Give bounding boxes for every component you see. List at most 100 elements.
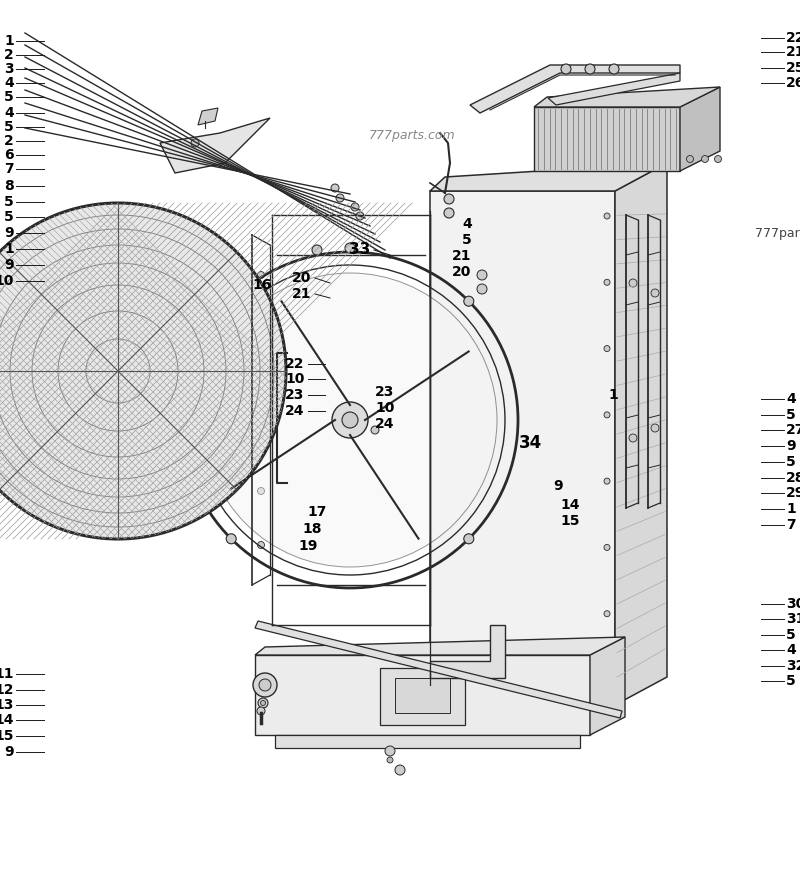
Text: 25: 25	[786, 61, 800, 75]
Text: 12: 12	[0, 683, 14, 697]
Text: 24: 24	[286, 404, 305, 418]
Text: 10: 10	[0, 274, 14, 288]
Text: 17: 17	[307, 505, 326, 519]
Polygon shape	[380, 668, 465, 725]
Circle shape	[345, 243, 355, 253]
Text: 19: 19	[298, 539, 318, 553]
Text: 1: 1	[4, 34, 14, 48]
Circle shape	[258, 541, 265, 548]
Circle shape	[686, 155, 694, 162]
Polygon shape	[590, 637, 625, 735]
Text: 4: 4	[462, 217, 472, 231]
Text: 777parts: 777parts	[755, 226, 800, 239]
Circle shape	[702, 155, 709, 162]
Text: 34: 34	[518, 434, 542, 452]
Text: 6: 6	[4, 148, 14, 162]
Text: 14: 14	[0, 713, 14, 727]
Circle shape	[336, 194, 344, 202]
Text: 20: 20	[452, 265, 472, 279]
Text: 5: 5	[4, 120, 14, 134]
Circle shape	[604, 279, 610, 285]
Text: 7: 7	[4, 162, 14, 176]
Circle shape	[387, 757, 393, 763]
Text: 32: 32	[786, 659, 800, 673]
Circle shape	[604, 611, 610, 616]
Polygon shape	[534, 107, 680, 171]
Text: 23: 23	[286, 388, 305, 402]
Text: 10: 10	[375, 401, 394, 415]
Text: 2: 2	[4, 48, 14, 62]
Circle shape	[342, 412, 358, 428]
Polygon shape	[255, 621, 622, 718]
Circle shape	[561, 64, 571, 74]
Text: 5: 5	[4, 210, 14, 224]
Text: 15: 15	[0, 729, 14, 743]
Circle shape	[714, 155, 722, 162]
Circle shape	[351, 203, 359, 211]
Circle shape	[0, 203, 286, 539]
Text: 9: 9	[4, 745, 14, 759]
Text: 4: 4	[786, 392, 796, 406]
Circle shape	[604, 213, 610, 219]
Text: 3: 3	[4, 62, 14, 76]
Circle shape	[258, 272, 265, 278]
Polygon shape	[548, 73, 680, 105]
Text: 24: 24	[375, 417, 394, 431]
Text: 33: 33	[350, 243, 370, 258]
Polygon shape	[160, 118, 270, 173]
Circle shape	[203, 273, 497, 567]
Circle shape	[604, 545, 610, 551]
Text: 1: 1	[786, 502, 796, 516]
Circle shape	[629, 279, 637, 287]
Polygon shape	[680, 87, 720, 171]
Text: 4: 4	[4, 106, 14, 120]
Text: 11: 11	[0, 667, 14, 681]
Circle shape	[332, 402, 368, 438]
Polygon shape	[255, 655, 590, 735]
Text: 21: 21	[292, 287, 312, 301]
Text: 22: 22	[286, 357, 305, 371]
Circle shape	[464, 533, 474, 544]
Text: 5: 5	[786, 455, 796, 469]
Circle shape	[604, 677, 610, 683]
Text: 5: 5	[786, 408, 796, 422]
Circle shape	[609, 64, 619, 74]
Circle shape	[604, 346, 610, 352]
Circle shape	[371, 426, 379, 434]
Text: 4: 4	[4, 76, 14, 90]
Circle shape	[258, 487, 265, 494]
Circle shape	[385, 746, 395, 756]
Circle shape	[651, 424, 659, 432]
Text: 14: 14	[560, 498, 580, 512]
Polygon shape	[255, 637, 625, 655]
Circle shape	[312, 245, 322, 255]
Circle shape	[477, 270, 487, 280]
Circle shape	[444, 208, 454, 218]
Text: 9: 9	[786, 439, 796, 453]
Circle shape	[226, 533, 236, 544]
Text: 5: 5	[786, 628, 796, 642]
Polygon shape	[430, 163, 667, 191]
Polygon shape	[430, 625, 505, 678]
Text: 22: 22	[786, 31, 800, 45]
Text: 10: 10	[286, 372, 305, 386]
Text: 9: 9	[553, 479, 563, 493]
Circle shape	[604, 412, 610, 418]
Circle shape	[191, 139, 199, 147]
Text: 13: 13	[0, 698, 14, 711]
Text: 15: 15	[560, 514, 580, 528]
Polygon shape	[275, 735, 580, 748]
Circle shape	[258, 698, 268, 708]
Circle shape	[629, 434, 637, 442]
Circle shape	[395, 765, 405, 775]
Text: 27: 27	[786, 423, 800, 437]
Polygon shape	[470, 65, 680, 113]
Circle shape	[444, 194, 454, 204]
Text: 9: 9	[4, 258, 14, 272]
Text: 9: 9	[4, 226, 14, 240]
Circle shape	[259, 679, 271, 691]
Circle shape	[253, 673, 277, 697]
Polygon shape	[615, 163, 667, 705]
Polygon shape	[395, 678, 450, 713]
Circle shape	[258, 380, 265, 387]
